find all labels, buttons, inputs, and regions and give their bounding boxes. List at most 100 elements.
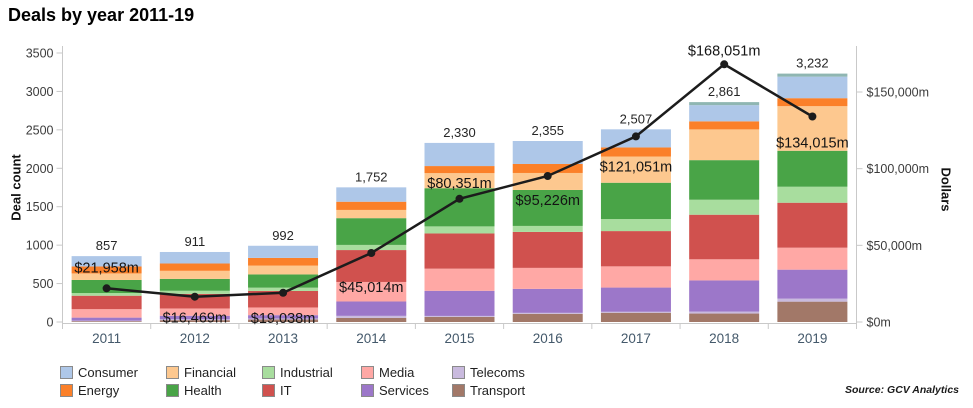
bar-segment-2016-energy[interactable] — [512, 163, 583, 173]
bar-segment-2012-financial[interactable] — [159, 270, 230, 279]
bar-segment-2019-energy[interactable] — [777, 98, 848, 107]
bar-segment-2017-media[interactable] — [600, 266, 671, 288]
bar-segment-2019-unlabeled-top-segment[interactable] — [777, 73, 848, 77]
line-point-2019[interactable] — [808, 112, 817, 121]
line-point-2016[interactable] — [543, 172, 552, 180]
bar-segment-2011-it[interactable] — [71, 295, 142, 310]
bar-segment-2018-health[interactable] — [689, 160, 760, 200]
bar-segment-2014-industrial[interactable] — [336, 244, 407, 251]
bar-segment-2013-telecoms[interactable] — [248, 318, 319, 320]
bar-segment-2015-health[interactable] — [424, 188, 495, 227]
bar-segment-2018-industrial[interactable] — [689, 199, 760, 215]
line-point-2011[interactable] — [102, 284, 111, 293]
bar-segment-2019-telecoms[interactable] — [777, 298, 848, 302]
bar-segment-2017-services[interactable] — [600, 287, 671, 312]
bar-segment-2018-telecoms[interactable] — [689, 311, 760, 314]
bar-segment-2015-services[interactable] — [424, 290, 495, 316]
bar-segment-2015-telecoms[interactable] — [424, 315, 495, 317]
bar-segment-2018-consumer[interactable] — [689, 105, 760, 122]
bar-segment-2019-consumer[interactable] — [777, 76, 848, 99]
bar-segment-2018-it[interactable] — [689, 214, 760, 260]
bar-segment-2013-energy[interactable] — [248, 257, 319, 266]
legend-item-industrial[interactable]: Industrial — [262, 365, 361, 380]
bar-segment-2015-financial[interactable] — [424, 173, 495, 189]
bar-segment-2012-industrial[interactable] — [159, 290, 230, 294]
line-point-2013[interactable] — [279, 288, 288, 297]
bar-segment-2011-industrial[interactable] — [71, 293, 142, 296]
legend-item-energy[interactable]: Energy — [60, 383, 166, 398]
bar-segment-2014-transport[interactable] — [336, 317, 407, 322]
legend-item-media[interactable]: Media — [361, 365, 452, 380]
line-point-2015[interactable] — [455, 194, 464, 203]
bar-segment-2019-it[interactable] — [777, 202, 848, 248]
bar-segment-2015-transport[interactable] — [424, 316, 495, 322]
bar-segment-2017-it[interactable] — [600, 231, 671, 267]
bar-segment-2015-industrial[interactable] — [424, 226, 495, 234]
legend-item-consumer[interactable]: Consumer — [60, 365, 166, 380]
bar-segment-2018-energy[interactable] — [689, 121, 760, 130]
bar-segment-2016-health[interactable] — [512, 189, 583, 226]
bar-segment-2017-industrial[interactable] — [600, 219, 671, 232]
bar-segment-2019-transport[interactable] — [777, 301, 848, 322]
legend-item-telecoms[interactable]: Telecoms — [452, 365, 525, 380]
legend-item-services[interactable]: Services — [361, 383, 452, 398]
bar-segment-2012-health[interactable] — [159, 278, 230, 291]
bar-segment-2013-services[interactable] — [248, 315, 319, 319]
bar-segment-2013-it[interactable] — [248, 290, 319, 308]
bar-segment-2011-transport[interactable] — [71, 321, 142, 322]
bar-segment-2013-consumer[interactable] — [248, 245, 319, 258]
bar-segment-2012-energy[interactable] — [159, 263, 230, 271]
bar-segment-2015-energy[interactable] — [424, 166, 495, 174]
bar-segment-2016-transport[interactable] — [512, 313, 583, 322]
bar-segment-2014-financial[interactable] — [336, 209, 407, 219]
bar-segment-2011-consumer[interactable] — [71, 256, 142, 267]
bar-segment-2019-health[interactable] — [777, 150, 848, 187]
bar-segment-2014-energy[interactable] — [336, 201, 407, 210]
bar-segment-2014-media[interactable] — [336, 281, 407, 302]
bar-segment-2011-telecoms[interactable] — [71, 320, 142, 322]
bar-segment-2015-it[interactable] — [424, 233, 495, 269]
legend-item-it[interactable]: IT — [262, 383, 361, 398]
bar-segment-2014-health[interactable] — [336, 218, 407, 245]
line-point-2018[interactable] — [720, 60, 729, 69]
bar-segment-2011-energy[interactable] — [71, 266, 142, 274]
bar-segment-2017-transport[interactable] — [600, 312, 671, 322]
bar-segment-2018-unlabeled-top-segment[interactable] — [689, 102, 760, 106]
bar-segment-2011-financial[interactable] — [71, 273, 142, 280]
bar-segment-2019-industrial[interactable] — [777, 186, 848, 203]
bar-segment-2016-consumer[interactable] — [512, 141, 583, 164]
bar-segment-2016-financial[interactable] — [512, 172, 583, 190]
bar-segment-2017-telecoms[interactable] — [600, 311, 671, 313]
bar-segment-2016-telecoms[interactable] — [512, 312, 583, 314]
bar-segment-2016-media[interactable] — [512, 267, 583, 289]
bar-segment-2013-financial[interactable] — [248, 265, 319, 275]
bar-segment-2015-media[interactable] — [424, 268, 495, 291]
bar-segment-2019-services[interactable] — [777, 269, 848, 299]
bar-segment-2016-it[interactable] — [512, 231, 583, 268]
bar-segment-2012-it[interactable] — [159, 293, 230, 309]
legend-item-health[interactable]: Health — [166, 383, 262, 398]
bar-segment-2013-transport[interactable] — [248, 319, 319, 322]
bar-segment-2012-services[interactable] — [159, 315, 230, 320]
bar-segment-2018-media[interactable] — [689, 259, 760, 281]
bar-segment-2011-media[interactable] — [71, 309, 142, 318]
legend-item-transport[interactable]: Transport — [452, 383, 525, 398]
bar-segment-2012-telecoms[interactable] — [159, 319, 230, 321]
bar-segment-2012-transport[interactable] — [159, 320, 230, 322]
bar-segment-2015-consumer[interactable] — [424, 142, 495, 167]
bar-segment-2016-industrial[interactable] — [512, 225, 583, 232]
bar-segment-2017-health[interactable] — [600, 182, 671, 220]
bar-segment-2016-services[interactable] — [512, 288, 583, 313]
line-point-2012[interactable] — [190, 292, 199, 301]
bar-segment-2017-energy[interactable] — [600, 147, 671, 157]
legend-item-financial[interactable]: Financial — [166, 365, 262, 380]
bar-segment-2014-telecoms[interactable] — [336, 315, 407, 318]
bar-segment-2019-media[interactable] — [777, 247, 848, 270]
bar-segment-2011-services[interactable] — [71, 317, 142, 321]
bar-segment-2012-media[interactable] — [159, 308, 230, 316]
bar-segment-2018-transport[interactable] — [689, 313, 760, 322]
bar-segment-2013-media[interactable] — [248, 307, 319, 316]
line-point-2017[interactable] — [631, 132, 640, 141]
line-point-2014[interactable] — [367, 249, 376, 257]
bar-segment-2018-financial[interactable] — [689, 129, 760, 161]
